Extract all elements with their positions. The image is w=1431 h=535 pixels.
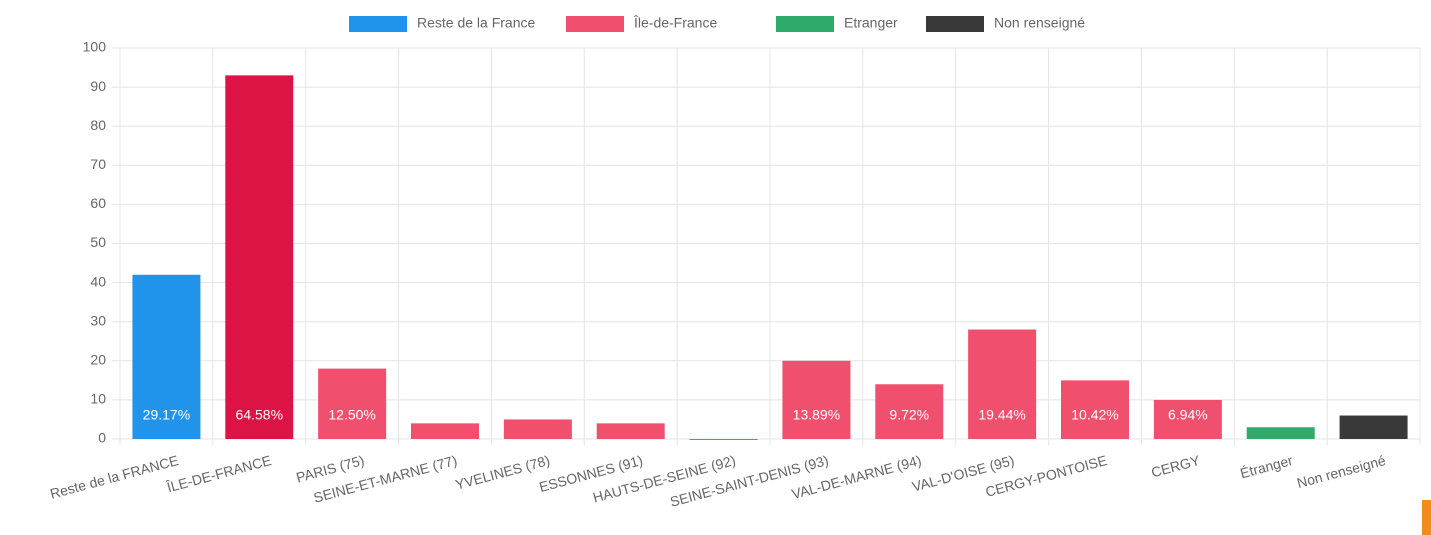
data-label: 29.17% (143, 407, 190, 423)
bar (1339, 415, 1408, 439)
bar (1246, 427, 1315, 439)
y-tick-label: 50 (90, 234, 106, 250)
y-tick-label: 60 (90, 195, 106, 211)
data-label: 12.50% (328, 407, 375, 423)
legend-label: Île-de-France (633, 15, 717, 31)
legend-label: Etranger (844, 15, 898, 31)
bar (782, 360, 851, 439)
legend-label: Reste de la France (417, 15, 535, 31)
bar (132, 274, 201, 439)
x-tick-label: Non renseigné (1295, 452, 1387, 491)
bar (1153, 399, 1222, 439)
y-tick-label: 10 (90, 391, 106, 407)
bar (968, 329, 1037, 439)
bar (1061, 380, 1129, 439)
y-tick-label: 40 (90, 273, 106, 289)
data-label: 9.72% (889, 407, 929, 423)
x-tick-label: Reste de la FRANCE (48, 452, 180, 502)
y-tick-label: 80 (90, 117, 106, 133)
legend-swatch (349, 16, 407, 32)
data-label: 13.89% (793, 407, 840, 423)
y-tick-label: 90 (90, 78, 106, 94)
y-tick-label: 70 (90, 156, 106, 172)
corner-accent (1422, 500, 1431, 535)
legend-swatch (566, 16, 624, 32)
legend-swatch (776, 16, 834, 32)
bar (411, 423, 479, 439)
y-tick-label: 30 (90, 312, 106, 328)
bar (503, 419, 572, 439)
data-label: 6.94% (1168, 407, 1208, 423)
x-tick-label: CERGY (1149, 452, 1202, 481)
bar (318, 368, 387, 439)
data-label: 19.44% (978, 407, 1025, 423)
data-label: 64.58% (236, 407, 283, 423)
bar (689, 439, 758, 440)
x-tick-label: YVELINES (78) (453, 452, 551, 493)
x-tick-label: SEINE-SAINT-DENIS (93) (668, 452, 830, 510)
x-tick-label: Étranger (1238, 452, 1294, 481)
legend-label: Non renseigné (994, 15, 1085, 31)
bar (875, 384, 944, 439)
y-tick-label: 20 (90, 352, 106, 368)
y-tick-label: 0 (98, 430, 106, 446)
x-tick-label: ÎLE-DE-FRANCE (164, 452, 273, 496)
data-label: 10.42% (1071, 407, 1118, 423)
legend-swatch (926, 16, 984, 32)
bar (596, 423, 665, 439)
bar (225, 75, 294, 440)
y-tick-label: 100 (83, 39, 107, 55)
